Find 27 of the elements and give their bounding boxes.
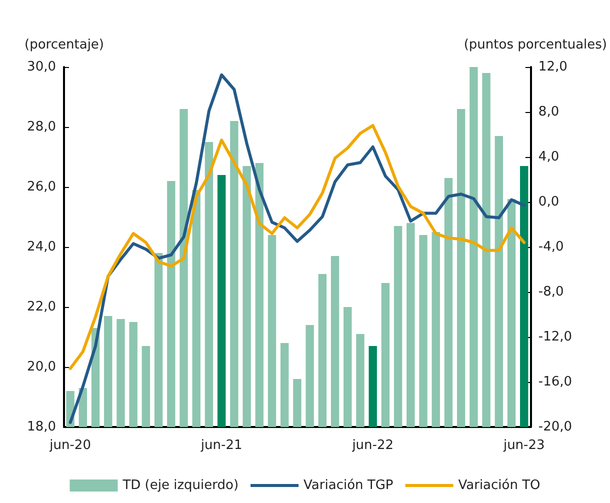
line-series: [68, 73, 526, 424]
y2-tick-label: 12,0: [538, 60, 568, 74]
y-tick-label: 20,0: [27, 360, 56, 374]
x-tick-label: jun-23: [502, 438, 545, 453]
line-series: [68, 124, 526, 370]
y-tick-label: 18,0: [27, 420, 56, 434]
y-tick-label: 28,0: [27, 120, 56, 134]
x-tick-label: jun-20: [48, 438, 91, 453]
y2-tick-label: -16,0: [538, 374, 572, 390]
y2-tick-label: 0,0: [538, 194, 560, 210]
y-tick-label: 24,0: [27, 240, 56, 254]
y2-tick-label: -4,0: [538, 240, 564, 254]
y-tick-label: 30,0: [27, 60, 56, 74]
x-tick-label: jun-22: [351, 438, 394, 453]
y2-tick-label: -12,0: [538, 330, 572, 344]
legend-label: TD (eje izquierdo): [122, 478, 239, 493]
legend-label: Variación TGP: [304, 478, 394, 493]
y-axis-title: (porcentaje): [24, 38, 104, 52]
y2-tick-label: 4,0: [538, 150, 560, 164]
y-tick-label: 26,0: [27, 180, 56, 194]
legend-label: Variación TO: [458, 478, 540, 493]
x-tick-label: jun-21: [200, 438, 242, 453]
y2-tick-label: 8,0: [538, 104, 560, 120]
y-tick-label: 22,0: [27, 300, 56, 314]
y2-axis-title: (puntos porcentuales): [464, 38, 608, 52]
y2-tick-label: -8,0: [538, 284, 564, 300]
y2-tick-label: -20,0: [538, 420, 572, 434]
